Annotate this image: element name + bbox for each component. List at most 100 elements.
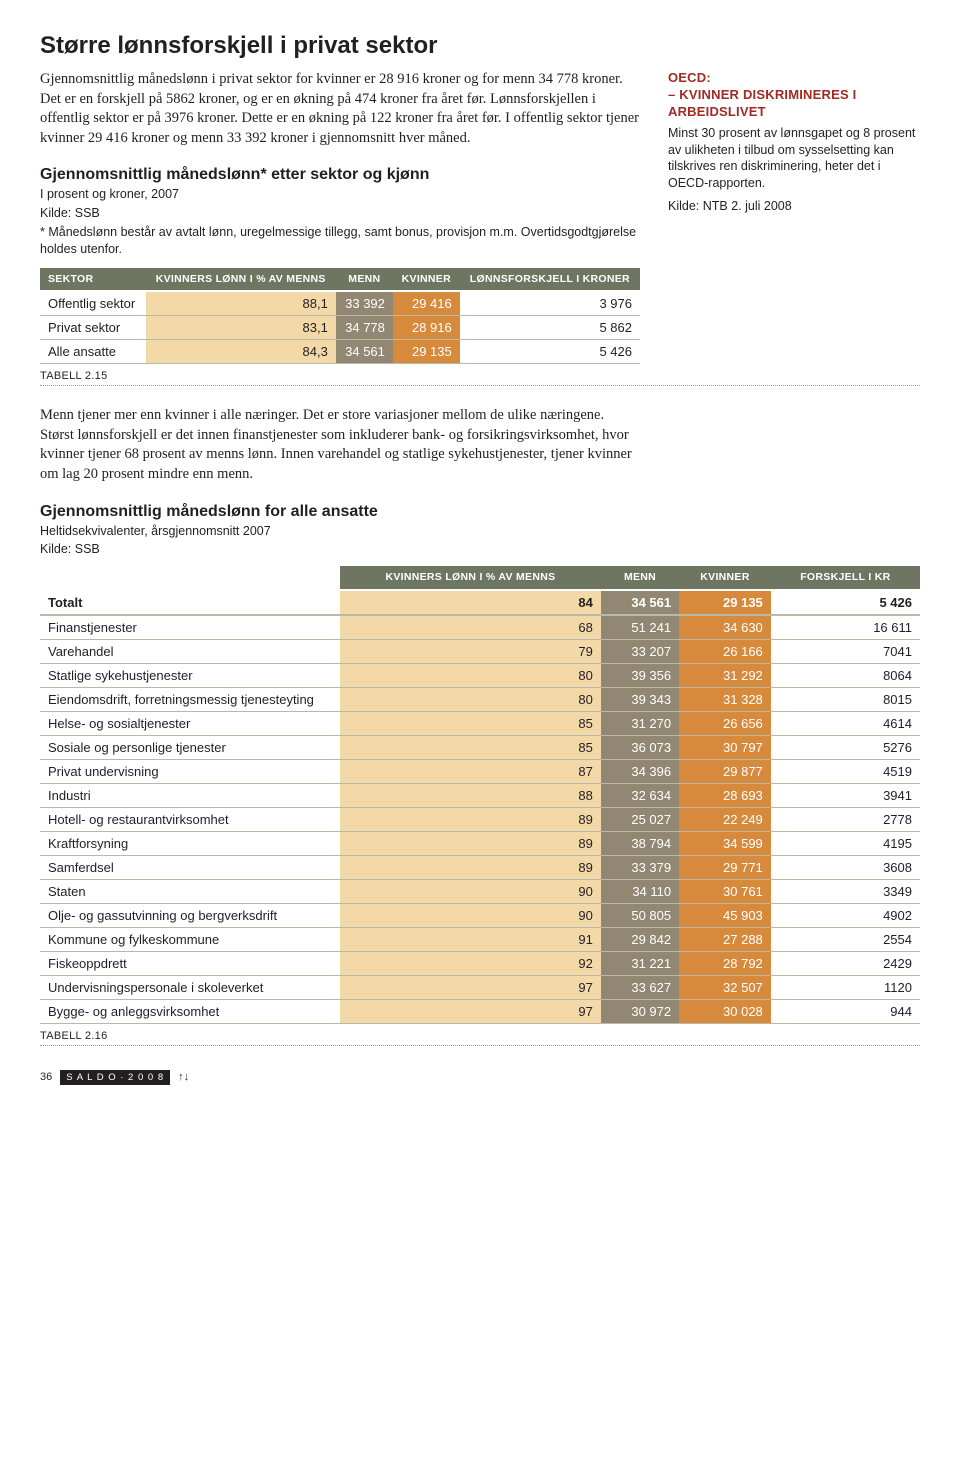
table1-sub1: I prosent og kroner, 2007 [40,186,640,203]
cell-diff: 944 [771,999,920,1023]
table2-header-block: Gjennomsnittlig månedslønn for alle ansa… [40,503,920,559]
cell-diff: 5276 [771,735,920,759]
cell-label: Alle ansatte [40,340,146,364]
cell-pct: 97 [340,999,601,1023]
cell-pct: 92 [340,951,601,975]
table-row: Samferdsel8933 37929 7713608 [40,855,920,879]
table1-sub3: * Månedslønn består av avtalt lønn, ureg… [40,224,640,258]
cell-diff: 3 976 [460,291,640,316]
cell-menn: 33 379 [601,855,679,879]
cell-diff: 5 426 [460,340,640,364]
cell-pct: 84,3 [146,340,336,364]
cell-menn: 31 270 [601,711,679,735]
cell-kvinner: 45 903 [679,903,771,927]
cell-menn: 25 027 [601,807,679,831]
cell-diff: 4614 [771,711,920,735]
cell-kvinner: 26 166 [679,639,771,663]
cell-diff: 16 611 [771,615,920,640]
table2-header-row: KVINNERS LØNN I % AV MENNS MENN KVINNER … [40,566,920,590]
cell-pct: 79 [340,639,601,663]
cell-menn: 33 627 [601,975,679,999]
cell-label: Sosiale og personlige tjenester [40,735,340,759]
cell-kvinner: 26 656 [679,711,771,735]
cell-pct: 80 [340,687,601,711]
cell-label: Olje- og gassutvinning og bergverksdrift [40,903,340,927]
cell-menn: 36 073 [601,735,679,759]
table2-head: KVINNERS LØNN I % AV MENNS MENN KVINNER … [40,566,920,590]
cell-kvinner: 30 028 [679,999,771,1023]
cell-menn: 31 221 [601,951,679,975]
cell-diff: 3349 [771,879,920,903]
table-row: Bygge- og anleggsvirksomhet9730 97230 02… [40,999,920,1023]
table2-sub2: Kilde: SSB [40,541,920,558]
cell-label: Privat sektor [40,316,146,340]
table-row: Staten9034 11030 7613349 [40,879,920,903]
cell-menn: 38 794 [601,831,679,855]
saldo-badge: S A L D O · 2 0 0 8 [60,1070,170,1085]
cell-diff: 2429 [771,951,920,975]
cell-menn: 51 241 [601,615,679,640]
cell-label: Eiendomsdrift, forretningsmessig tjenest… [40,687,340,711]
cell-kvinner: 28 792 [679,951,771,975]
cell-menn: 34 110 [601,879,679,903]
table-row: Finanstjenester6851 24134 63016 611 [40,615,920,640]
cell-diff: 8064 [771,663,920,687]
cell-menn: 32 634 [601,783,679,807]
cell-pct: 88 [340,783,601,807]
cell-label: Undervisningspersonale i skoleverket [40,975,340,999]
cell-pct: 97 [340,975,601,999]
cell-kvinner: 34 630 [679,615,771,640]
table1-header-row: SEKTOR KVINNERS LØNN I % AV MENNS MENN K… [40,268,640,292]
cell-pct: 88,1 [146,291,336,316]
t1-col-menn: MENN [336,268,393,292]
cell-diff: 5 862 [460,316,640,340]
table-row: Industri8832 63428 6933941 [40,783,920,807]
cell-kvinner: 30 761 [679,879,771,903]
t2-col-menn: MENN [601,566,679,590]
cell-label: Offentlig sektor [40,291,146,316]
dotted-rule-1 [40,385,920,386]
cell-pct: 85 [340,711,601,735]
cell-diff: 8015 [771,687,920,711]
sidebar-heading: OECD: – KVINNER DISKRIMINERES I ARBEIDSL… [668,70,918,121]
cell-menn: 34 778 [336,316,393,340]
cell-label: Totalt [40,590,340,615]
page-number: 36 [40,1071,52,1083]
table-row: Eiendomsdrift, forretningsmessig tjenest… [40,687,920,711]
sidebar-heading-l1: OECD: [668,70,711,85]
cell-label: Kraftforsyning [40,831,340,855]
sidebar-body: Minst 30 prosent av lønnsgapet og 8 pros… [668,125,918,193]
cell-menn: 50 805 [601,903,679,927]
table2-caption: TABELL 2.16 [40,1030,920,1042]
cell-kvinner: 34 599 [679,831,771,855]
cell-label: Industri [40,783,340,807]
t1-col-pct: KVINNERS LØNN I % AV MENNS [146,268,336,292]
table-row: Undervisningspersonale i skoleverket9733… [40,975,920,999]
table-row: Kommune og fylkeskommune9129 84227 28825… [40,927,920,951]
cell-label: Varehandel [40,639,340,663]
intro-paragraph: Gjennomsnittlig månedslønn i privat sekt… [40,70,640,148]
cell-menn: 34 561 [601,590,679,615]
cell-label: Finanstjenester [40,615,340,640]
cell-menn: 39 356 [601,663,679,687]
footer-glyph: ↑↓ [178,1071,189,1083]
mid-paragraph: Menn tjener mer enn kvinner i alle nærin… [40,406,640,484]
cell-label: Fiskeoppdrett [40,951,340,975]
cell-diff: 4519 [771,759,920,783]
table-row: Privat sektor83,134 77828 9165 862 [40,316,640,340]
cell-pct: 89 [340,807,601,831]
table1-head: SEKTOR KVINNERS LØNN I % AV MENNS MENN K… [40,268,640,292]
table-row: Privat undervisning8734 39629 8774519 [40,759,920,783]
cell-pct: 68 [340,615,601,640]
cell-kvinner: 28 693 [679,783,771,807]
cell-kvinner: 31 292 [679,663,771,687]
t2-col-blank [40,566,340,590]
table-2-16: KVINNERS LØNN I % AV MENNS MENN KVINNER … [40,566,920,1024]
cell-kvinner: 22 249 [679,807,771,831]
table-row: Alle ansatte84,334 56129 1355 426 [40,340,640,364]
cell-menn: 33 207 [601,639,679,663]
cell-diff: 2554 [771,927,920,951]
table2-title: Gjennomsnittlig månedslønn for alle ansa… [40,503,920,521]
table-row: Hotell- og restaurantvirksomhet8925 0272… [40,807,920,831]
left-column: Gjennomsnittlig månedslønn i privat sekt… [40,70,640,260]
